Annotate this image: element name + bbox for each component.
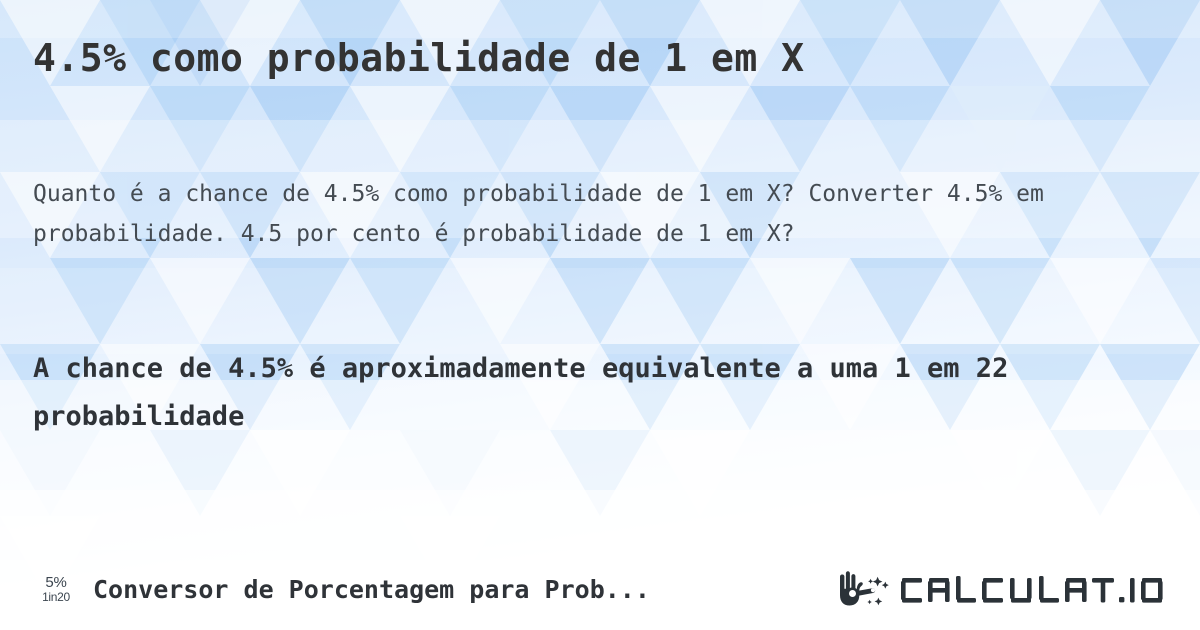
favicon-oneinx-label: 1in20: [42, 589, 70, 604]
card-footer: 5% 1in20 Conversor de Porcentagem para P…: [0, 548, 1200, 630]
brand-wordmark: [901, 576, 1163, 603]
percent-to-probability-favicon: 5% 1in20: [33, 566, 79, 612]
page-title: 4.5% como probabilidade de 1 em X: [33, 36, 805, 80]
hand-magic-wand-icon: [840, 571, 889, 606]
question-description: Quanto é a chance de 4.5% como probabili…: [33, 181, 1044, 247]
answer-statement: A chance de 4.5% é aproximadamente equiv…: [33, 353, 1009, 432]
favicon-percent-label: 5%: [45, 573, 67, 591]
tool-title: Conversor de Porcentagem para Prob...: [93, 574, 650, 604]
brand-logo[interactable]: CALCULAT.IO: [832, 568, 1172, 612]
